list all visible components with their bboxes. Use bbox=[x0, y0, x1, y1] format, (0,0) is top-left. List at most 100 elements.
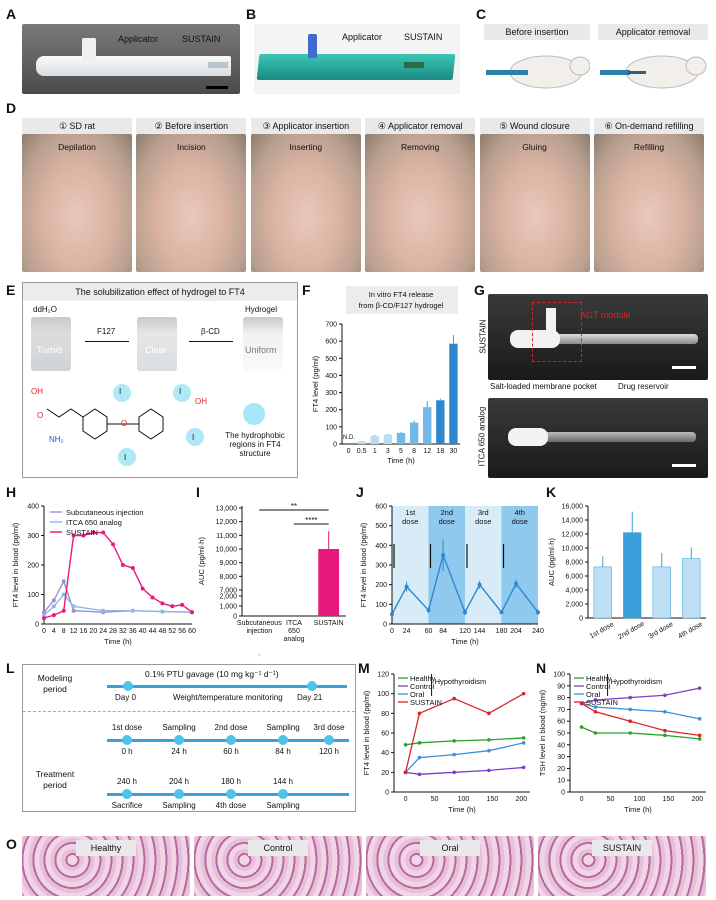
f-ytick-label: 600 bbox=[325, 339, 337, 346]
h-xtick-label: 0 bbox=[42, 628, 46, 635]
arrow1-label: F127 bbox=[97, 327, 116, 336]
n-ytick-label: 80 bbox=[557, 695, 565, 702]
m-point bbox=[417, 711, 422, 716]
histology-label-0: Healthy bbox=[76, 840, 136, 856]
lRow2-bottom-3: Sampling bbox=[266, 801, 300, 810]
n-point bbox=[628, 719, 632, 723]
j-xtick-label: 204 bbox=[510, 628, 522, 635]
m-point bbox=[487, 738, 491, 742]
h-point bbox=[190, 610, 194, 615]
n-point bbox=[663, 733, 667, 738]
panel-letter-o: O bbox=[6, 836, 17, 852]
h-ytick-label: 300 bbox=[27, 533, 39, 540]
histology-label-1: Control bbox=[248, 840, 308, 856]
m-xtick-label: 50 bbox=[431, 796, 439, 803]
m-point bbox=[521, 691, 526, 696]
h-point bbox=[160, 601, 165, 606]
atom-i-4: I bbox=[124, 453, 127, 462]
agt-module-label: AGT module bbox=[580, 310, 631, 320]
monitor-label: Weight/temperature monitoring bbox=[173, 693, 283, 702]
h-point bbox=[51, 598, 56, 603]
panel-g-sustain-photo: AGT module bbox=[488, 294, 708, 380]
panel-letter-b: B bbox=[246, 6, 257, 22]
m-ytick-label: 0 bbox=[385, 790, 389, 797]
scale-bar bbox=[206, 86, 228, 89]
vial-turbid bbox=[31, 317, 71, 371]
m-ylabel: FT4 level in blood (pg/ml) bbox=[362, 690, 371, 775]
lRow2-dot-3 bbox=[278, 789, 288, 799]
m-ytick-label: 80 bbox=[381, 711, 389, 718]
n-ytick-label: 30 bbox=[557, 754, 565, 761]
m-ytick-label: 120 bbox=[377, 672, 389, 679]
m-series-line bbox=[405, 766, 524, 775]
n-ytick-label: 90 bbox=[557, 683, 565, 690]
panel-letter-d: D bbox=[6, 100, 17, 116]
step-photo-5: Gluing bbox=[479, 134, 590, 272]
j-dose-label: 4th bbox=[515, 508, 525, 517]
step-action-3: Inserting bbox=[289, 142, 323, 152]
histology-oral: Oral bbox=[366, 836, 534, 896]
k-xtick-label: 4th dose bbox=[677, 621, 704, 641]
label-pocket: Salt-loaded membrane pocket bbox=[490, 382, 597, 391]
n-point bbox=[697, 737, 702, 741]
h-xtick-label: 36 bbox=[129, 628, 137, 635]
k-ytick-label: 0 bbox=[579, 616, 583, 623]
label-sustain-b: SUSTAIN bbox=[404, 32, 443, 42]
k-xtick-label: 2nd dose bbox=[617, 620, 646, 641]
h-point bbox=[71, 608, 76, 613]
chart-f: In vitro FT4 release from β-CD/F127 hydro… bbox=[311, 286, 460, 465]
h-point bbox=[180, 602, 185, 607]
m-legend-label: Control bbox=[410, 682, 435, 691]
histology-healthy: Healthy bbox=[22, 836, 190, 896]
ft4-structure bbox=[46, 384, 204, 466]
f-bar bbox=[383, 434, 393, 444]
n-ytick-label: 50 bbox=[557, 731, 565, 738]
n-point bbox=[663, 709, 667, 714]
h-point bbox=[101, 530, 106, 535]
j-xlabel: Time (h) bbox=[451, 637, 479, 646]
n-ytick-label: 10 bbox=[557, 778, 565, 785]
h-point bbox=[42, 616, 46, 621]
atom-o-acid: O bbox=[37, 411, 44, 420]
lRow2-top-1: 204 h bbox=[168, 777, 190, 786]
itca-rod bbox=[516, 432, 696, 442]
j-point bbox=[514, 581, 519, 586]
lRow1-bottom-1: 24 h bbox=[171, 747, 187, 756]
m-point bbox=[487, 748, 491, 753]
panel-letter-j: J bbox=[356, 484, 364, 500]
sustain-head bbox=[510, 330, 560, 348]
h-xtick-label: 44 bbox=[149, 628, 157, 635]
lRow2-dot-0 bbox=[122, 789, 132, 799]
i-bar bbox=[318, 549, 340, 616]
h-xtick-label: 40 bbox=[139, 628, 147, 635]
n-legend-label: Control bbox=[586, 682, 611, 691]
hydrophobic-legend: The hydrophobic regions in FT4 structure bbox=[225, 431, 285, 458]
step-action-5: Gluing bbox=[522, 142, 547, 152]
m-point bbox=[403, 770, 408, 775]
i-sig-1: ** bbox=[291, 502, 297, 511]
lRow2-bottom-0: Sacrifice bbox=[111, 801, 143, 810]
j-point bbox=[441, 553, 446, 558]
agt-port bbox=[546, 308, 556, 334]
f-bar bbox=[409, 422, 419, 444]
i-ytick-label: 12,000 bbox=[216, 519, 238, 526]
plunger-render bbox=[308, 34, 317, 58]
g-side-itca-label: ITCA 650 analog bbox=[477, 406, 487, 467]
h-xtick-label: 12 bbox=[70, 628, 78, 635]
panel-letter-f: F bbox=[302, 282, 311, 298]
m-legend-label: Healthy bbox=[410, 674, 436, 683]
m-ytick-label: 100 bbox=[377, 691, 389, 698]
j-ytick-label: 200 bbox=[375, 582, 387, 589]
day21-dot bbox=[307, 681, 317, 691]
lRow1-bottom-2: 60 h bbox=[223, 747, 239, 756]
atom-oh: OH bbox=[31, 387, 43, 396]
j-dose-label: 2nd bbox=[440, 508, 453, 517]
sustain-render bbox=[404, 62, 424, 68]
panel-letter-n: N bbox=[536, 660, 547, 676]
itca-head bbox=[508, 428, 548, 446]
h-xtick-label: 60 bbox=[188, 628, 196, 635]
h-point bbox=[150, 595, 155, 600]
i-xtick-label: injection bbox=[246, 628, 272, 635]
h-point bbox=[160, 609, 165, 614]
f-annotation-nd: N.D. bbox=[343, 435, 355, 441]
